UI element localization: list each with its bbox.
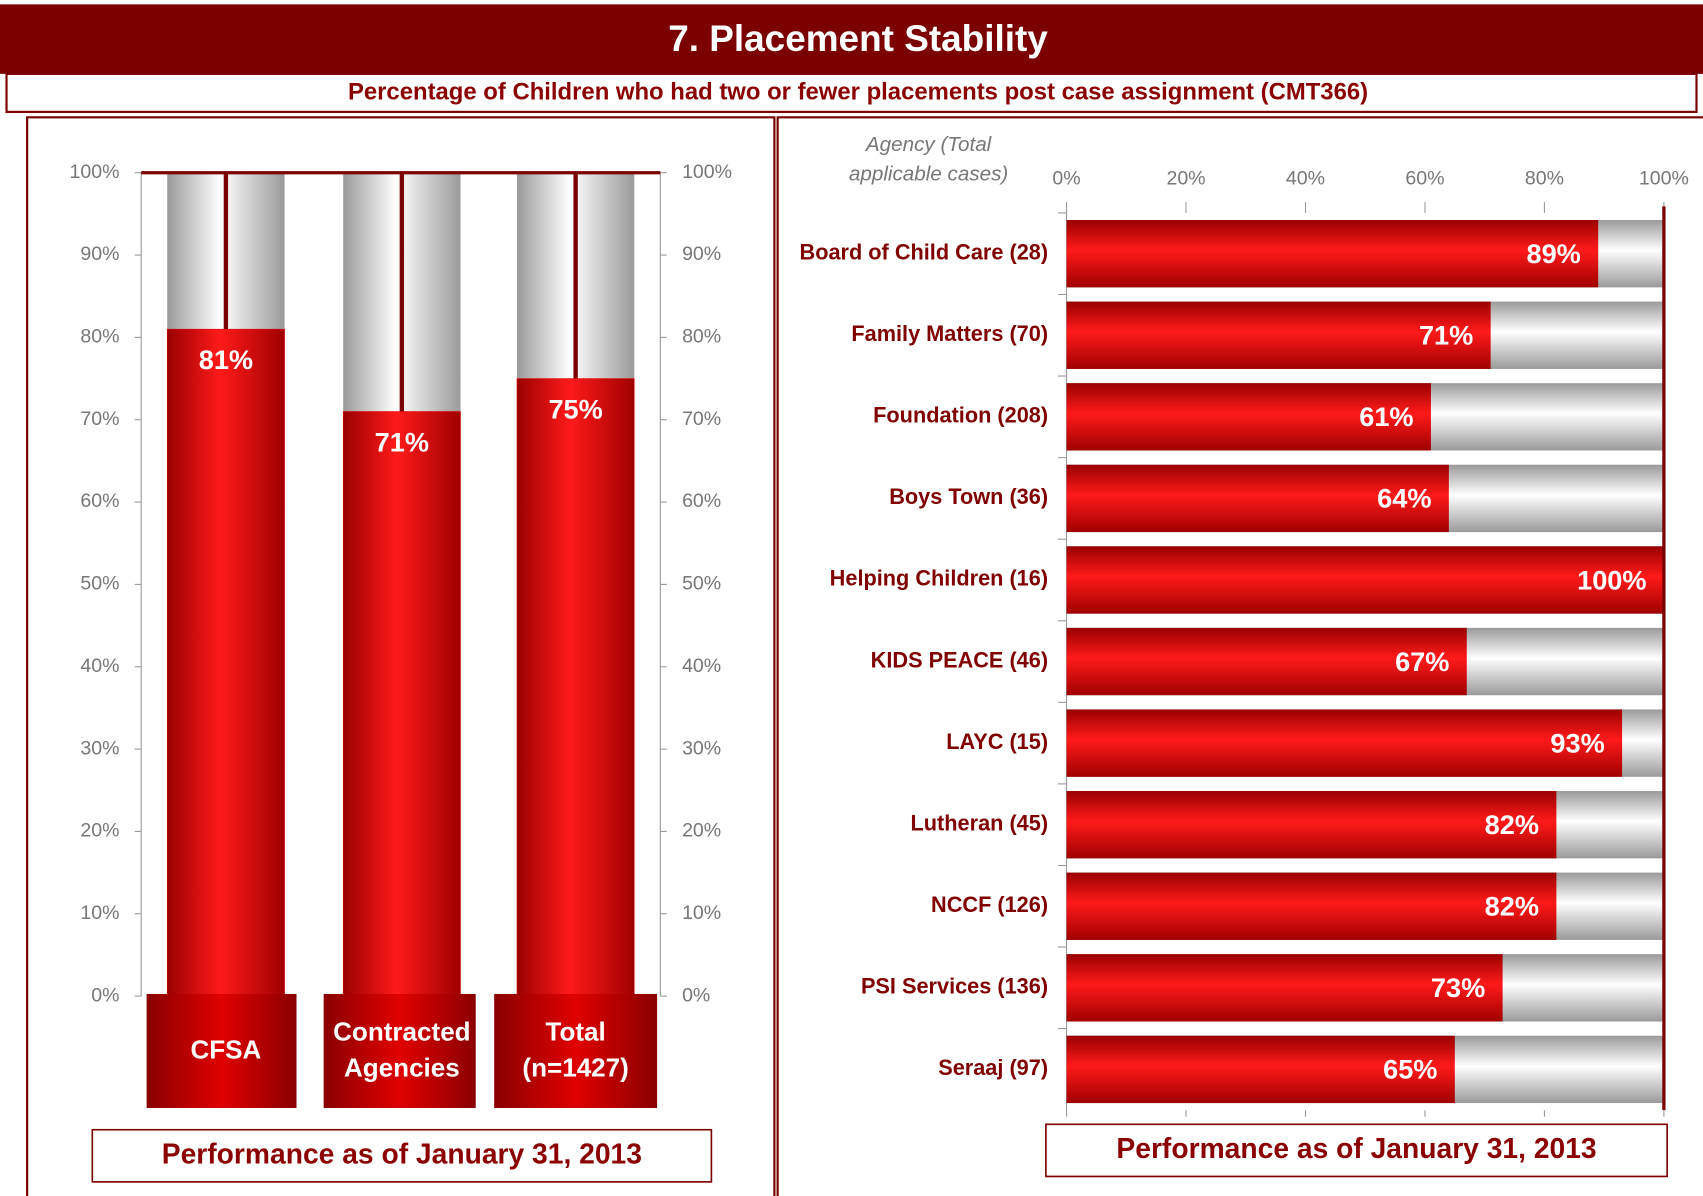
bar	[1066, 709, 1623, 777]
data-label: 82%	[1485, 809, 1539, 840]
x-tick-label: 60%	[1405, 167, 1444, 189]
x-tick-label: Total (n=1427)	[522, 1016, 628, 1082]
x-tick-label: 20%	[1166, 167, 1205, 189]
bar	[1066, 546, 1664, 614]
y-tick-label: NCCF (126)	[931, 892, 1048, 917]
y-tick-label: 90%	[80, 243, 119, 265]
bar	[1066, 464, 1449, 533]
y2-tick-label: 80%	[682, 326, 721, 348]
data-label: 75%	[548, 393, 602, 424]
data-label: 71%	[1419, 320, 1473, 351]
y-tick-label: Boys Town (36)	[889, 484, 1048, 509]
category-box	[494, 993, 658, 1109]
y2-tick-label: 90%	[682, 243, 721, 265]
x-tick-label: 100%	[1639, 167, 1689, 189]
y-tick-label: 30%	[80, 737, 119, 759]
bar	[1066, 954, 1503, 1022]
bar	[1066, 383, 1431, 451]
bar	[1066, 627, 1467, 696]
y-tick-label: KIDS PEACE (46)	[871, 647, 1048, 672]
header-band	[0, 4, 1703, 74]
y2-tick-label: 100%	[682, 161, 732, 183]
y2-tick-label: 60%	[682, 490, 721, 512]
data-label: 71%	[375, 426, 429, 457]
data-label: 64%	[1377, 483, 1431, 514]
x-tick-label: Contracted Agencies	[333, 1016, 470, 1082]
data-label: 89%	[1526, 238, 1580, 269]
y-tick-label: Board of Child Care (28)	[800, 239, 1049, 264]
x-tick-label: 80%	[1525, 167, 1564, 189]
data-label: 82%	[1485, 891, 1539, 922]
y2-tick-label: 20%	[682, 820, 721, 842]
y2-tick-label: 50%	[682, 573, 721, 595]
subtitle: Percentage of Children who had two or fe…	[348, 79, 1368, 106]
y-tick-label: 60%	[80, 490, 119, 512]
bar	[1066, 301, 1491, 369]
y-tick-label: Seraaj (97)	[938, 1055, 1048, 1080]
bar	[516, 378, 635, 997]
note-box	[91, 1128, 713, 1183]
note: Performance as of January 31, 2013	[162, 1137, 642, 1169]
y-axis-label: Agency (Total applicable cases)	[849, 134, 1008, 186]
data-label: 67%	[1395, 646, 1449, 677]
data-label: 93%	[1550, 727, 1604, 758]
y-tick-label: 80%	[80, 326, 119, 348]
y-tick-label: 100%	[69, 161, 119, 183]
y-tick-label: Lutheran (45)	[911, 810, 1049, 835]
y-tick-label: 0%	[91, 984, 119, 1006]
x-tick-label: 0%	[1052, 167, 1080, 189]
note: Performance as of January 31, 2013	[1116, 1132, 1596, 1164]
title: 7. Placement Stability	[668, 18, 1048, 59]
y-tick-label: LAYC (15)	[946, 729, 1048, 754]
y2-tick-label: 10%	[682, 902, 721, 924]
subtitle-band	[5, 72, 1698, 113]
y-tick-label: Family Matters (70)	[851, 321, 1048, 346]
bar	[1066, 220, 1599, 288]
note-box	[1045, 1123, 1668, 1178]
category-box	[323, 993, 476, 1109]
data-label: 100%	[1577, 564, 1646, 595]
y-tick-label: 40%	[80, 655, 119, 677]
bar	[1066, 791, 1557, 859]
y2-tick-label: 30%	[682, 737, 721, 759]
data-label: 65%	[1383, 1054, 1437, 1085]
bar	[166, 328, 285, 997]
bar	[342, 411, 461, 997]
bar	[1066, 1035, 1455, 1104]
data-label: 61%	[1359, 401, 1413, 432]
data-label: 73%	[1431, 972, 1485, 1003]
x-tick-label: 40%	[1286, 167, 1325, 189]
right-panel	[776, 116, 1703, 1196]
left-panel	[26, 116, 776, 1196]
y-tick-label: 20%	[80, 820, 119, 842]
y2-tick-label: 70%	[682, 408, 721, 430]
y-tick-label: Foundation (208)	[873, 403, 1048, 428]
bar	[1066, 872, 1557, 940]
y-tick-label: PSI Services (136)	[861, 974, 1048, 999]
data-label: 81%	[199, 344, 253, 375]
y-tick-label: 70%	[80, 408, 119, 430]
y-tick-label: Helping Children (16)	[830, 566, 1048, 591]
y2-tick-label: 40%	[682, 655, 721, 677]
y2-tick-label: 0%	[682, 984, 710, 1006]
x-tick-label: CFSA	[190, 1034, 261, 1064]
category-box	[146, 993, 297, 1109]
y-tick-label: 50%	[80, 573, 119, 595]
y-tick-label: 10%	[80, 902, 119, 924]
